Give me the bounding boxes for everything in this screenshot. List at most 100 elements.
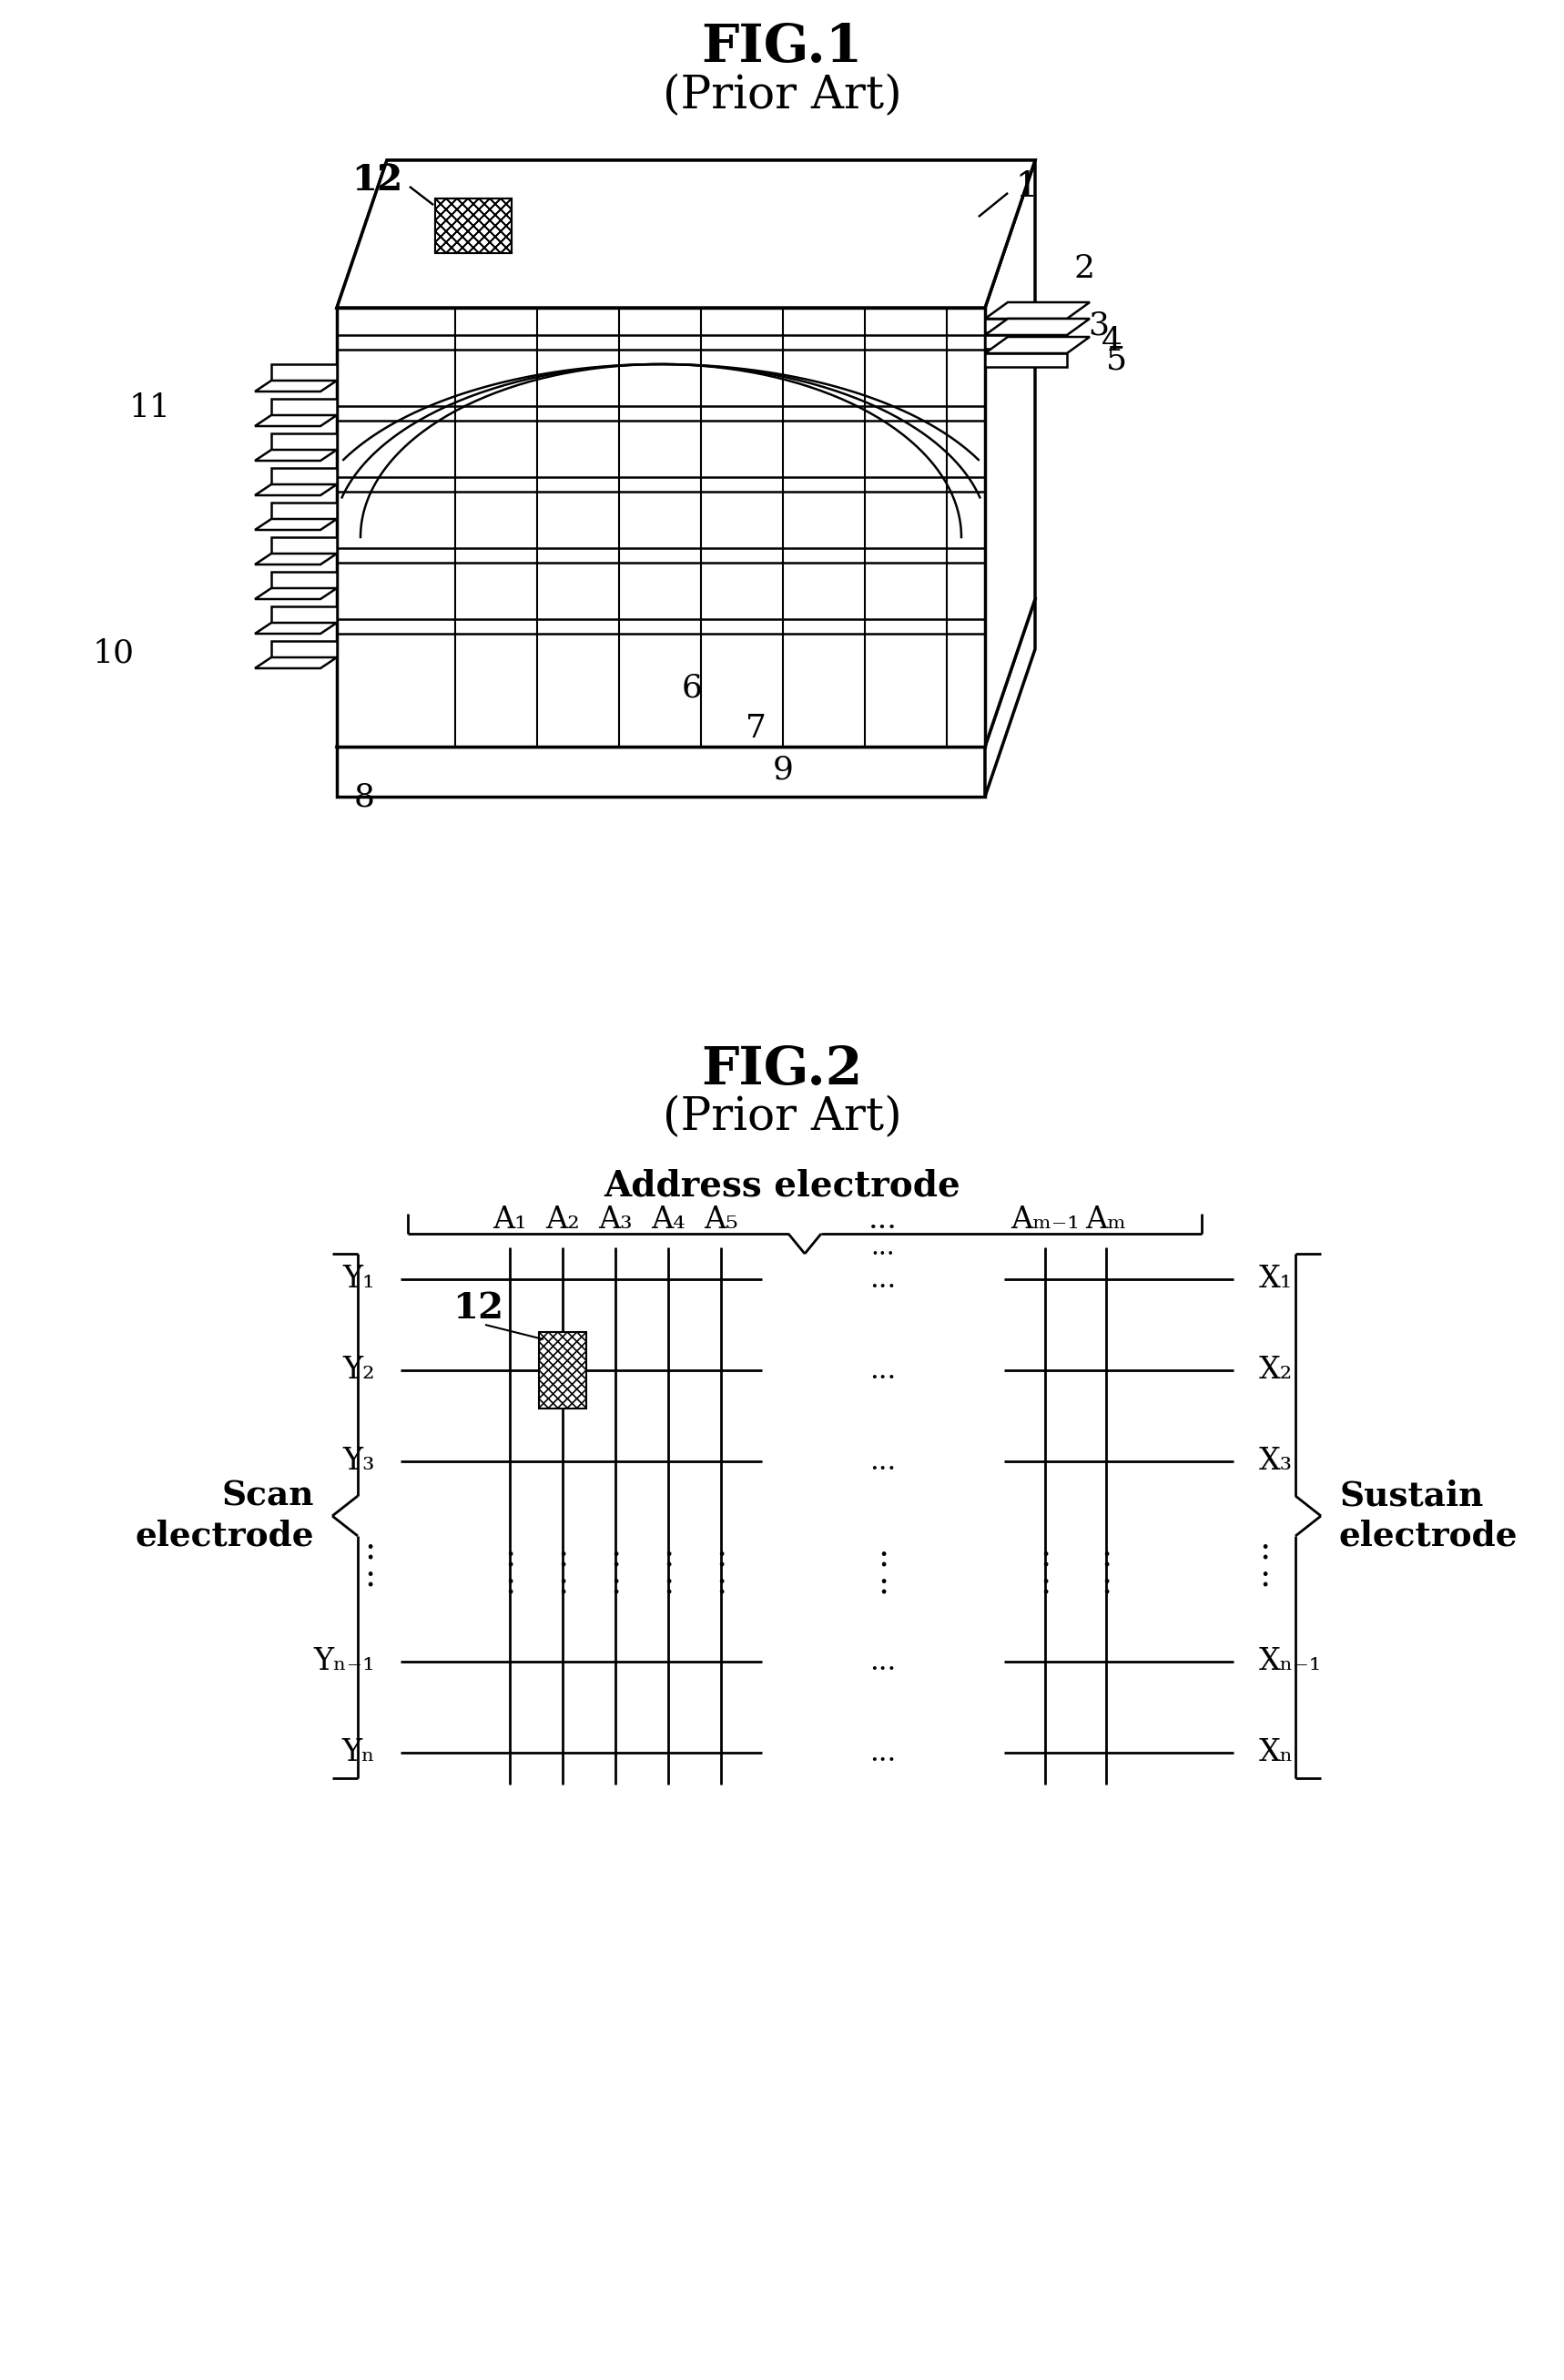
Text: ...: ... (870, 1266, 896, 1292)
Polygon shape (271, 364, 336, 381)
Polygon shape (985, 338, 1090, 352)
Polygon shape (336, 159, 1035, 307)
Text: :: : (557, 1568, 568, 1599)
Polygon shape (255, 519, 336, 531)
Text: :: : (1040, 1542, 1051, 1573)
Text: :: : (364, 1535, 375, 1566)
Polygon shape (271, 469, 336, 486)
Polygon shape (985, 319, 1090, 336)
Text: 12: 12 (352, 162, 402, 198)
Polygon shape (271, 607, 336, 624)
Text: ...: ... (870, 1357, 896, 1385)
Text: Yₙ₋₁: Yₙ₋₁ (313, 1647, 375, 1676)
Polygon shape (985, 336, 1067, 350)
Polygon shape (255, 414, 336, 426)
Polygon shape (985, 352, 1067, 367)
Text: ...: ... (870, 1447, 896, 1476)
Text: ...: ... (868, 1207, 898, 1235)
Text: 9: 9 (773, 754, 793, 785)
Text: :: : (1101, 1542, 1112, 1573)
Text: :: : (557, 1542, 568, 1573)
Polygon shape (271, 538, 336, 555)
Text: Scan: Scan (222, 1478, 314, 1514)
Text: Y₂: Y₂ (343, 1357, 375, 1385)
Text: (Prior Art): (Prior Art) (663, 74, 901, 119)
Text: Aₘ: Aₘ (1085, 1207, 1126, 1235)
Text: Xₙ: Xₙ (1259, 1737, 1293, 1768)
Text: 12: 12 (452, 1290, 504, 1326)
Text: A₃: A₃ (599, 1207, 632, 1235)
Text: ...: ... (870, 1647, 896, 1676)
Text: electrode: electrode (135, 1518, 314, 1552)
Text: 2: 2 (1074, 252, 1095, 283)
Text: :: : (715, 1542, 727, 1573)
Text: ...: ... (871, 1235, 895, 1259)
Bar (540, 1333, 586, 1409)
Text: :: : (663, 1542, 674, 1573)
Polygon shape (271, 433, 336, 450)
Polygon shape (336, 747, 985, 797)
Text: :: : (877, 1542, 888, 1573)
Text: 6: 6 (682, 671, 702, 702)
Polygon shape (985, 319, 1067, 333)
Polygon shape (985, 302, 1090, 319)
Text: :: : (504, 1568, 516, 1599)
Text: :: : (364, 1561, 375, 1592)
Text: :: : (504, 1542, 516, 1573)
Polygon shape (255, 450, 336, 462)
Bar (435, 198, 511, 252)
Text: X₂: X₂ (1259, 1357, 1293, 1385)
Polygon shape (255, 588, 336, 600)
Text: :: : (1040, 1568, 1051, 1599)
Text: 11: 11 (130, 393, 170, 424)
Text: :: : (1101, 1568, 1112, 1599)
Text: X₁: X₁ (1259, 1264, 1293, 1295)
Text: electrode: electrode (1339, 1518, 1519, 1552)
Polygon shape (255, 555, 336, 564)
Text: :: : (715, 1568, 727, 1599)
Polygon shape (271, 502, 336, 519)
Text: Yₙ: Yₙ (341, 1737, 375, 1768)
Text: 3: 3 (1089, 309, 1109, 340)
Polygon shape (271, 640, 336, 657)
Text: 1: 1 (1015, 169, 1038, 205)
Text: :: : (877, 1568, 888, 1599)
Text: Y₁: Y₁ (343, 1264, 375, 1295)
Polygon shape (985, 600, 1035, 797)
Text: FIG.1: FIG.1 (701, 21, 863, 74)
Text: 8: 8 (353, 781, 375, 812)
Polygon shape (985, 159, 1035, 747)
Text: ...: ... (870, 1737, 896, 1766)
Text: 5: 5 (1106, 345, 1128, 376)
Polygon shape (255, 381, 336, 390)
Polygon shape (255, 486, 336, 495)
Text: :: : (1259, 1561, 1270, 1592)
Text: 4: 4 (1101, 326, 1123, 357)
Text: A₄: A₄ (651, 1207, 685, 1235)
Polygon shape (271, 571, 336, 588)
Text: :: : (610, 1568, 621, 1599)
Text: Y₃: Y₃ (343, 1447, 375, 1476)
Text: X₃: X₃ (1259, 1447, 1293, 1476)
Text: 10: 10 (92, 638, 135, 669)
Bar (435, 198, 511, 252)
Text: :: : (610, 1542, 621, 1573)
Polygon shape (255, 657, 336, 669)
Text: Aₘ₋₁: Aₘ₋₁ (1010, 1207, 1079, 1235)
Text: A₁: A₁ (493, 1207, 527, 1235)
Text: :: : (1259, 1535, 1270, 1566)
Text: 1: 1 (1015, 169, 1038, 205)
Text: Sustain: Sustain (1339, 1478, 1483, 1514)
Polygon shape (336, 307, 985, 747)
Text: 12: 12 (352, 162, 402, 198)
Text: FIG.2: FIG.2 (701, 1045, 863, 1095)
Text: Address electrode: Address electrode (604, 1169, 960, 1204)
Polygon shape (255, 624, 336, 633)
Text: (Prior Art): (Prior Art) (663, 1095, 901, 1140)
Text: A₂: A₂ (546, 1207, 580, 1235)
Text: :: : (663, 1568, 674, 1599)
Polygon shape (336, 159, 1035, 307)
Text: Xₙ₋₁: Xₙ₋₁ (1259, 1647, 1322, 1676)
Text: A₅: A₅ (704, 1207, 738, 1235)
Polygon shape (336, 600, 1035, 747)
